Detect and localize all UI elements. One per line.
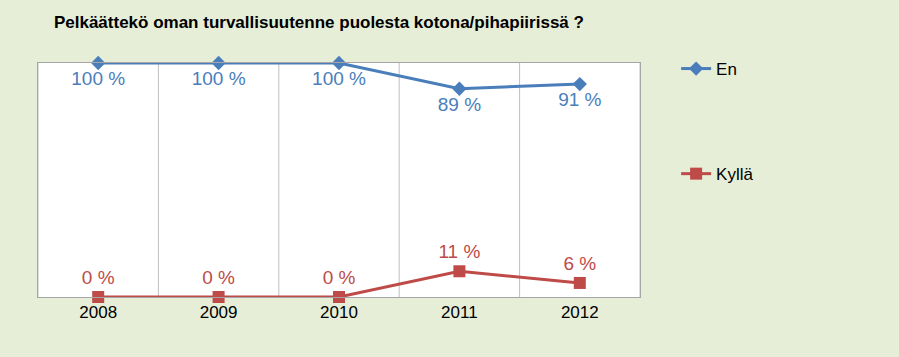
svg-text:100 %: 100 % — [312, 68, 366, 89]
svg-text:0 %: 0 % — [323, 267, 356, 288]
svg-text:2011: 2011 — [441, 303, 478, 322]
svg-text:2012: 2012 — [561, 303, 599, 322]
svg-text:En: En — [716, 60, 737, 79]
svg-text:0 %: 0 % — [82, 267, 115, 288]
svg-text:6 %: 6 % — [563, 253, 596, 274]
svg-text:Kyllä: Kyllä — [716, 165, 753, 184]
svg-text:100 %: 100 % — [71, 68, 125, 89]
svg-text:0 %: 0 % — [202, 267, 235, 288]
svg-text:Pelkäättekö oman turvallisuute: Pelkäättekö oman turvallisuutenne puoles… — [54, 13, 584, 32]
svg-text:91 %: 91 % — [558, 89, 601, 110]
svg-text:2009: 2009 — [200, 303, 238, 322]
svg-text:100 %: 100 % — [192, 68, 246, 89]
svg-text:2010: 2010 — [320, 303, 358, 322]
svg-text:89 %: 89 % — [438, 94, 481, 115]
svg-text:2008: 2008 — [79, 303, 117, 322]
svg-text:11 %: 11 % — [438, 241, 480, 262]
